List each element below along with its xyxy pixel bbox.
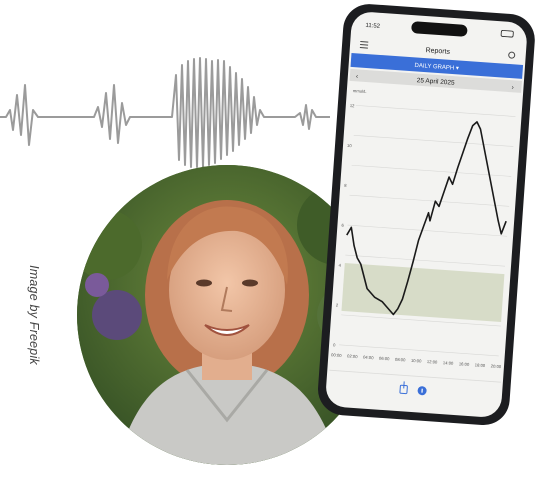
- x-tick-label: 12:00: [427, 359, 438, 365]
- image-credit-text: Image by Freepik: [27, 265, 41, 365]
- y-tick-label: 4: [338, 263, 341, 268]
- x-tick-label: 02:00: [347, 353, 358, 359]
- info-icon[interactable]: [417, 386, 427, 396]
- x-tick-label: 00:00: [331, 352, 342, 358]
- menu-icon[interactable]: [359, 41, 369, 49]
- heartbeat-wave: [0, 57, 330, 168]
- app-title: Reports: [425, 47, 450, 56]
- y-tick-label: 2: [336, 302, 339, 307]
- y-tick-label: 12: [350, 103, 356, 108]
- date-label[interactable]: 25 April 2025: [417, 77, 456, 87]
- graph-type-banner[interactable]: [350, 52, 524, 79]
- glucose-chart: mmol/L 12 10 8 6 4 2 0 00:00 02:00 04:00 06:00 08:…: [331, 88, 516, 369]
- x-tick-label: 04:00: [363, 355, 374, 361]
- date-bar: [349, 68, 522, 93]
- status-time: 11:52: [365, 23, 381, 30]
- unit-label: mmol/L: [353, 88, 368, 94]
- prev-day-arrow[interactable]: ‹: [356, 73, 359, 80]
- next-day-arrow[interactable]: ›: [511, 84, 514, 91]
- graph-type-label: DAILY GRAPH ▾: [414, 63, 459, 72]
- glucose-line: [346, 121, 507, 316]
- x-tick-label: 14:00: [443, 360, 454, 366]
- x-tick-label: 18:00: [475, 362, 486, 368]
- settings-icon[interactable]: [508, 51, 516, 59]
- share-icon[interactable]: [399, 381, 408, 395]
- y-tick-label: 6: [341, 223, 344, 228]
- x-tick-label: 10:00: [411, 358, 422, 364]
- x-tick-label: 16:00: [459, 361, 470, 367]
- x-tick-label: 06:00: [379, 356, 390, 362]
- y-tick-label: 8: [344, 183, 347, 188]
- image-credit: Image by Freepik: [18, 240, 50, 390]
- x-tick-label: 20:00: [491, 363, 502, 369]
- y-tick-label: 10: [347, 143, 353, 148]
- x-tick-label: 08:00: [395, 357, 406, 363]
- target-range-band: [341, 263, 505, 323]
- y-tick-label: 0: [333, 342, 336, 347]
- phone: 11:52 Reports DAILY GRAPH ▾ ‹ 25 April 2…: [318, 4, 535, 426]
